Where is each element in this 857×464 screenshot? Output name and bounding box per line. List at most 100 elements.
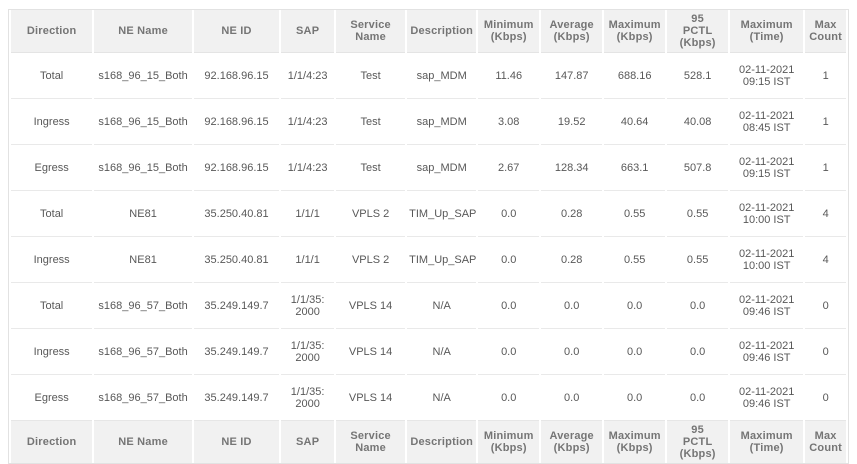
cell-description: sap_MDM [407, 144, 477, 190]
cell-maximum-time: 02-11-2021 08:45 IST [730, 98, 804, 144]
cell-minimum-kbps: 0.0 [478, 190, 540, 236]
cell-service-name: Test [336, 52, 406, 98]
cell-sap: 1/1/4:23 [281, 98, 335, 144]
table-row: Ingress NE81 35.250.40.81 1/1/1 VPLS 2 TIM_Up… [11, 236, 846, 282]
cell-pctl-95-kbps: 0.0 [667, 282, 729, 328]
cell-ne-name: s168_96_57_Both [94, 374, 192, 420]
header-cell-max-count: Max Count [805, 10, 846, 52]
cell-service-name: VPLS 2 [336, 236, 406, 282]
cell-service-name: VPLS 2 [336, 190, 406, 236]
cell-max-count: 4 [805, 236, 846, 282]
cell-service-name: Test [336, 98, 406, 144]
cell-ne-name: s168_96_15_Both [94, 52, 192, 98]
cell-ne-id: 35.249.149.7 [193, 328, 280, 374]
table-body: Total s168_96_15_Both 92.168.96.15 1/1/4:23… [11, 52, 846, 420]
cell-service-name: VPLS 14 [336, 374, 406, 420]
cell-average-kbps: 0.0 [541, 282, 603, 328]
cell-minimum-kbps: 0.0 [478, 282, 540, 328]
cell-average-kbps: 128.34 [541, 144, 603, 190]
table-row: Ingress s168_96_15_Both 92.168.96.15 1/1/4:… [11, 98, 846, 144]
cell-ne-id: 35.249.149.7 [193, 374, 280, 420]
cell-average-kbps: 0.28 [541, 190, 603, 236]
cell-ne-name: s168_96_15_Both [94, 98, 192, 144]
table-header: Direction NE Name NE ID SAP Service Name Desc… [11, 10, 846, 52]
table-row: Egress s168_96_15_Both 92.168.96.15 1/1/4:2… [11, 144, 846, 190]
header-cell-minimum-kbps: Minimum (Kbps) [478, 10, 540, 52]
cell-direction: Ingress [11, 236, 93, 282]
cell-maximum-time: 02-11-2021 09:46 IST [730, 328, 804, 374]
cell-sap: 1/1/1 [281, 190, 335, 236]
cell-minimum-kbps: 0.0 [478, 236, 540, 282]
cell-ne-name: NE81 [94, 236, 192, 282]
cell-ne-id: 35.249.149.7 [193, 282, 280, 328]
cell-sap: 1/1/35: 2000 [281, 328, 335, 374]
cell-ne-name: s168_96_57_Both [94, 282, 192, 328]
cell-maximum-kbps: 0.55 [604, 190, 666, 236]
cell-pctl-95-kbps: 0.55 [667, 190, 729, 236]
repeated-table-header-clipped: Direction NE Name NE ID SAP Service Name Desc… [11, 420, 846, 463]
cell-ne-id: 35.250.40.81 [193, 236, 280, 282]
cell-maximum-kbps: 688.16 [604, 52, 666, 98]
cell-direction: Ingress [11, 98, 93, 144]
repeat-header-cell-ne-name: NE Name [94, 420, 192, 463]
cell-max-count: 1 [805, 98, 846, 144]
repeat-header-cell-service-name: Service Name [336, 420, 406, 463]
cell-pctl-95-kbps: 0.0 [667, 374, 729, 420]
cell-maximum-kbps: 0.0 [604, 328, 666, 374]
cell-minimum-kbps: 0.0 [478, 374, 540, 420]
repeat-header-cell-description: Description [407, 420, 477, 463]
cell-description: TIM_Up_SAP [407, 236, 477, 282]
cell-sap: 1/1/1 [281, 236, 335, 282]
cell-ne-name: s168_96_15_Both [94, 144, 192, 190]
cell-max-count: 4 [805, 190, 846, 236]
repeat-header-row: Direction NE Name NE ID SAP Service Name Desc… [11, 420, 846, 463]
cell-direction: Egress [11, 144, 93, 190]
cell-pctl-95-kbps: 0.55 [667, 236, 729, 282]
cell-service-name: VPLS 14 [336, 282, 406, 328]
repeat-header-cell-maximum-time: Maximum (Time) [730, 420, 804, 463]
cell-minimum-kbps: 3.08 [478, 98, 540, 144]
header-cell-direction: Direction [11, 10, 93, 52]
table-row: Total s168_96_15_Both 92.168.96.15 1/1/4:23… [11, 52, 846, 98]
cell-direction: Total [11, 52, 93, 98]
header-cell-sap: SAP [281, 10, 335, 52]
cell-ne-name: NE81 [94, 190, 192, 236]
cell-max-count: 0 [805, 328, 846, 374]
cell-pctl-95-kbps: 40.08 [667, 98, 729, 144]
table-row: Total s168_96_57_Both 35.249.149.7 1/1/35: … [11, 282, 846, 328]
cell-pctl-95-kbps: 507.8 [667, 144, 729, 190]
repeat-header-cell-average-kbps: Average (Kbps) [541, 420, 603, 463]
cell-average-kbps: 0.0 [541, 328, 603, 374]
repeat-header-cell-ne-id: NE ID [193, 420, 280, 463]
header-cell-maximum-kbps: Maximum (Kbps) [604, 10, 666, 52]
repeat-header-cell-sap: SAP [281, 420, 335, 463]
header-cell-maximum-time: Maximum (Time) [730, 10, 804, 52]
cell-maximum-kbps: 663.1 [604, 144, 666, 190]
cell-maximum-time: 02-11-2021 10:00 IST [730, 236, 804, 282]
cell-minimum-kbps: 0.0 [478, 328, 540, 374]
cell-description: sap_MDM [407, 98, 477, 144]
cell-minimum-kbps: 11.46 [478, 52, 540, 98]
cell-maximum-kbps: 0.55 [604, 236, 666, 282]
cell-direction: Ingress [11, 328, 93, 374]
cell-description: sap_MDM [407, 52, 477, 98]
header-row: Direction NE Name NE ID SAP Service Name Desc… [11, 10, 846, 52]
cell-average-kbps: 0.28 [541, 236, 603, 282]
cell-pctl-95-kbps: 528.1 [667, 52, 729, 98]
header-cell-ne-name: NE Name [94, 10, 192, 52]
cell-ne-id: 92.168.96.15 [193, 144, 280, 190]
header-cell-ne-id: NE ID [193, 10, 280, 52]
cell-direction: Total [11, 282, 93, 328]
cell-ne-id: 92.168.96.15 [193, 98, 280, 144]
cell-sap: 1/1/4:23 [281, 52, 335, 98]
cell-average-kbps: 0.0 [541, 374, 603, 420]
cell-minimum-kbps: 2.67 [478, 144, 540, 190]
cell-maximum-time: 02-11-2021 09:15 IST [730, 144, 804, 190]
cell-maximum-kbps: 40.64 [604, 98, 666, 144]
cell-sap: 1/1/35: 2000 [281, 282, 335, 328]
cell-average-kbps: 147.87 [541, 52, 603, 98]
cell-maximum-time: 02-11-2021 10:00 IST [730, 190, 804, 236]
cell-direction: Egress [11, 374, 93, 420]
repeat-header-cell-maximum-kbps: Maximum (Kbps) [604, 420, 666, 463]
